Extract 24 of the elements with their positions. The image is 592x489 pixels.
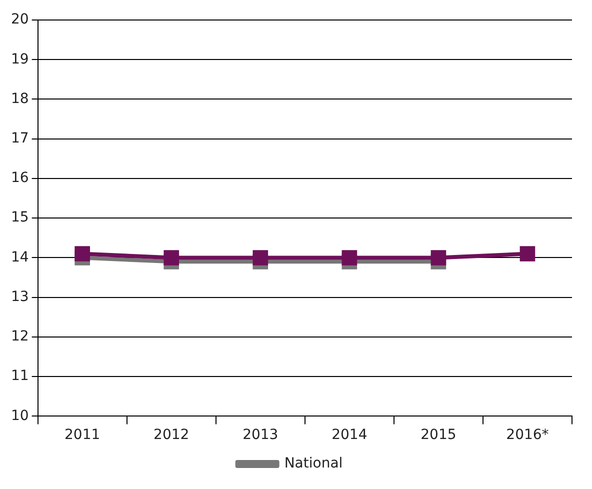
point [252,250,268,266]
y-tick-label: 12 [10,328,29,345]
x-tick-label: 2015 [420,427,456,444]
y-tick-label: 13 [10,288,29,305]
y-tick-label: 10 [10,408,29,424]
y-tick-label: 16 [10,170,29,186]
y-tick-label: 11 [10,368,29,384]
x-tick-label: 2014 [332,427,368,444]
x-tick-label: 2011 [64,427,100,444]
point [74,246,90,262]
point [520,246,536,262]
y-tick-label: 14 [10,249,29,266]
point [342,250,358,266]
legend-label: National [284,456,343,472]
y-tick-label: 19 [10,51,29,68]
y-tick-label: 20 [10,12,29,28]
y-tick-label: 15 [10,210,29,226]
y-tick-label: 17 [10,130,29,146]
y-tick-label: 18 [10,90,29,107]
point [430,250,446,266]
point [164,250,180,266]
x-tick-label: 2013 [242,427,278,444]
x-tick-label: 2012 [154,427,190,444]
x-tick-label: 2016* [506,427,549,444]
